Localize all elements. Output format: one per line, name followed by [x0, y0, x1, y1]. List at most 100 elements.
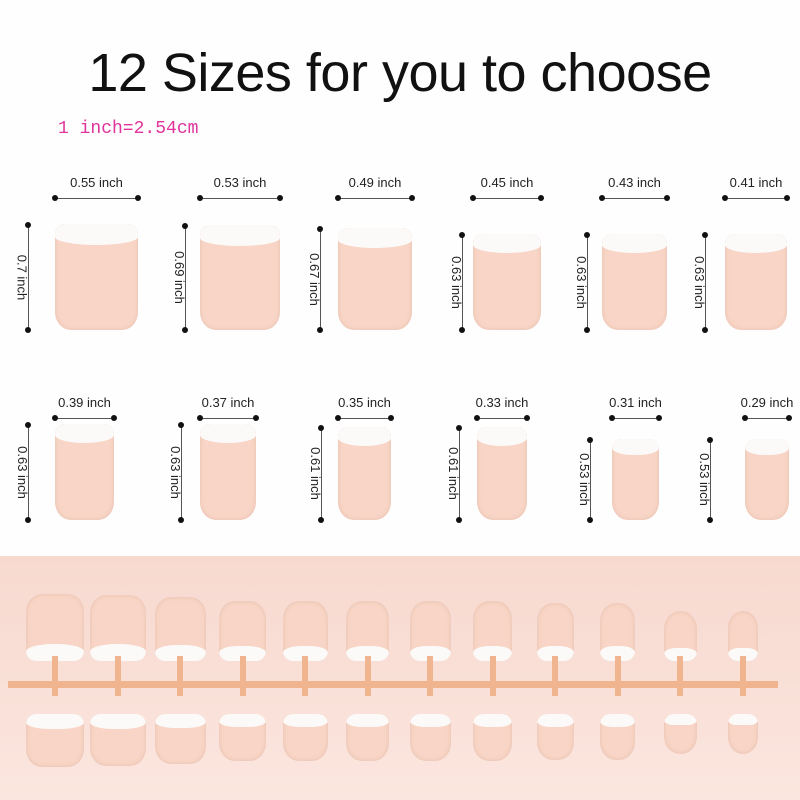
height-dimension-line: [462, 235, 463, 330]
dimension-dot: [182, 223, 188, 229]
width-label: 0.53 inch: [213, 175, 267, 190]
nail-illustration: [55, 424, 114, 520]
nail-french-tip: [338, 427, 391, 446]
dimension-dot: [456, 517, 462, 523]
nail-french-tip: [536, 714, 574, 727]
height-dimension-line: [181, 425, 182, 520]
dimension-dot: [584, 327, 590, 333]
height-dimension-line: [185, 226, 186, 330]
nail-illustration: [338, 228, 412, 330]
width-label: 0.29 inch: [740, 395, 794, 410]
tray-nail-bottom: [219, 714, 266, 761]
width-dimension-line: [200, 418, 256, 419]
dimension-dot: [707, 517, 713, 523]
height-dimension-line: [705, 235, 706, 330]
tray-nail-top: [663, 611, 697, 661]
dimension-dot: [524, 415, 530, 421]
dimension-dot: [722, 195, 728, 201]
height-label: 0.67 inch: [306, 252, 322, 306]
height-label: 0.63 inch: [573, 255, 589, 309]
height-label: 0.53 inch: [696, 453, 712, 506]
nail-french-tip: [725, 234, 787, 253]
width-label: 0.31 inch: [609, 395, 662, 410]
width-dimension-line: [725, 198, 787, 199]
tray-connector: [239, 656, 246, 696]
tray-nail-bottom: [89, 714, 146, 766]
dimension-dot: [656, 415, 662, 421]
nail-french-tip: [338, 228, 412, 248]
dimension-dot: [784, 195, 790, 201]
height-label: 0.63 inch: [448, 255, 464, 309]
width-label: 0.49 inch: [348, 175, 402, 190]
nail-french-tip: [89, 714, 146, 729]
height-label: 0.61 inch: [445, 447, 461, 500]
tray-connector: [489, 656, 496, 696]
tray-nail-bottom: [346, 714, 389, 761]
tray-nail-bottom: [727, 714, 758, 754]
tray-nail-bottom: [536, 714, 574, 760]
nail-french-tip: [200, 424, 256, 443]
tray-nail-top: [26, 594, 84, 661]
dimension-dot: [277, 195, 283, 201]
dimension-dot: [335, 195, 341, 201]
dimension-dot: [182, 327, 188, 333]
tray-nail-top: [536, 603, 574, 661]
tray-connector: [302, 656, 308, 696]
width-dimension-line: [745, 418, 789, 419]
tray-connector: [364, 656, 371, 696]
width-label: 0.43 inch: [608, 175, 661, 190]
nail-illustration: [473, 234, 541, 330]
tray-connector: [177, 656, 183, 696]
tray-nail-top: [409, 601, 451, 661]
width-label: 0.37 inch: [201, 395, 255, 410]
height-label: 0.53 inch: [576, 453, 592, 506]
dimension-dot: [456, 425, 462, 431]
width-dimension-line: [477, 418, 527, 419]
nail-illustration: [612, 439, 659, 520]
tray-nail-bottom: [663, 714, 697, 754]
conversion-note: 1 inch=2.54cm: [58, 119, 199, 139]
height-dimension-line: [587, 235, 588, 330]
tray-nail-top: [473, 601, 512, 661]
height-dimension-line: [320, 229, 321, 330]
dimension-dot: [587, 437, 593, 443]
nail-illustration: [200, 424, 256, 520]
nail-french-tip: [55, 424, 114, 443]
dimension-dot: [317, 226, 323, 232]
nail-illustration: [338, 427, 391, 520]
width-dimension-line: [338, 418, 391, 419]
nail-french-tip: [154, 714, 206, 728]
dimension-dot: [664, 195, 670, 201]
nail-illustration: [55, 224, 138, 330]
nail-french-tip: [219, 714, 266, 727]
nail-illustration: [477, 427, 527, 520]
nail-french-tip: [477, 427, 527, 446]
nail-french-tip: [473, 714, 512, 727]
dimension-dot: [742, 415, 748, 421]
tray-nail-top: [89, 595, 146, 661]
tray-connector: [552, 656, 558, 696]
tray-nail-top: [346, 601, 389, 661]
dimension-dot: [25, 327, 31, 333]
dimension-dot: [25, 517, 31, 523]
dimension-dot: [409, 195, 415, 201]
dimension-dot: [135, 195, 141, 201]
tray-nail-bottom: [26, 714, 84, 767]
height-dimension-line: [710, 440, 711, 520]
tray-connector: [614, 656, 621, 696]
dimension-dot: [459, 327, 465, 333]
height-label: 0.69 inch: [171, 251, 187, 304]
dimension-dot: [786, 415, 792, 421]
tray-connector: [677, 656, 683, 696]
dimension-dot: [178, 517, 184, 523]
dimension-dot: [707, 437, 713, 443]
height-label: 0.63 inch: [691, 255, 707, 309]
width-dimension-line: [612, 418, 659, 419]
width-dimension-line: [602, 198, 667, 199]
nail-french-tip: [346, 714, 389, 727]
height-label: 0.61 inch: [307, 447, 323, 500]
tray-connector: [739, 656, 746, 696]
page-title: 12 Sizes for you to choose: [88, 43, 712, 103]
dimension-dot: [474, 415, 480, 421]
width-dimension-line: [200, 198, 280, 199]
